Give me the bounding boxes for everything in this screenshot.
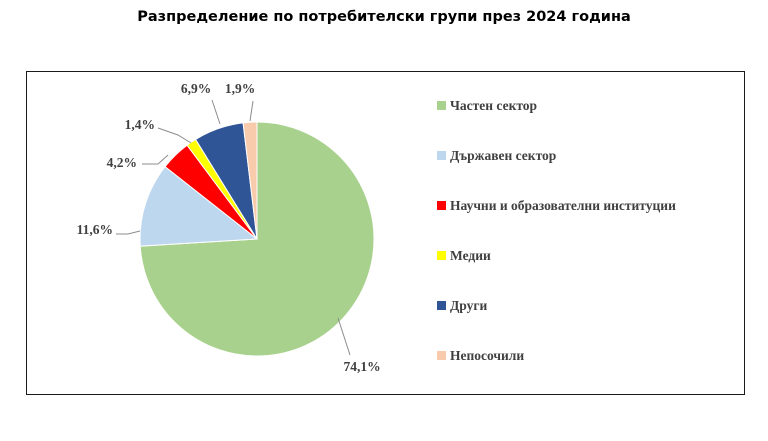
legend-label: Научни и образователни институции (450, 198, 676, 213)
legend-swatch (437, 351, 446, 360)
pie-slices (139, 121, 375, 357)
leader-line (116, 230, 141, 235)
legend-label: Други (450, 298, 487, 313)
leader-line (142, 154, 169, 165)
data-label: 1,9% (225, 81, 255, 96)
legend-label: Държавен сектор (450, 148, 556, 163)
legend-label: Непосочили (450, 348, 524, 363)
legend-swatch (437, 151, 446, 160)
leader-lines (116, 99, 351, 356)
legend-swatch (437, 201, 446, 210)
leader-line (249, 100, 254, 122)
legend-label: Частен сектор (450, 98, 537, 113)
data-label: 4,2% (107, 155, 137, 170)
legend-swatch (437, 251, 446, 260)
legend-swatch (437, 101, 446, 110)
pie-slice (242, 121, 258, 240)
legend-label: Медии (450, 248, 491, 263)
data-label: 11,6% (77, 222, 113, 237)
data-label: 6,9% (181, 81, 211, 96)
chart-title: Разпределение по потребителски групи пре… (137, 9, 631, 25)
data-label: 1,4% (125, 117, 155, 132)
pie-slice (139, 165, 259, 247)
leader-line (211, 99, 221, 125)
leader-line (157, 127, 192, 144)
data-label: 74,1% (343, 359, 380, 374)
leader-line (337, 317, 351, 356)
legend-swatch (437, 301, 446, 310)
data-labels: 74,1% 11,6% 4,2% 1,4% 6,9% 1,9% (77, 81, 381, 374)
legend: Частен сектор Държавен сектор Научни и обр… (437, 98, 676, 363)
